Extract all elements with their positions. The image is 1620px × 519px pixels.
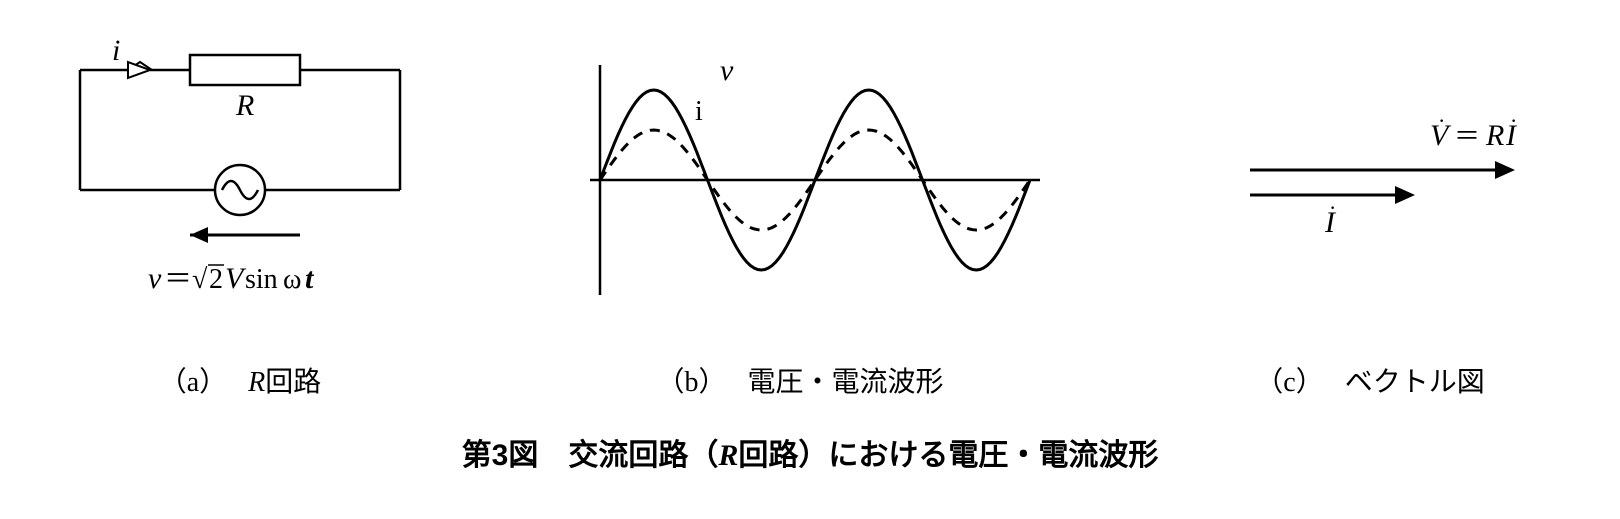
label-R: R (1485, 119, 1504, 152)
sub-b-text: 電圧・電流波形 (748, 367, 944, 398)
formula-2: 2 (209, 264, 223, 295)
label-v: v (720, 54, 734, 87)
v-vector-arrowhead-icon (1495, 161, 1515, 179)
vector-svg: V · ＝ R I · I · (1160, 10, 1580, 330)
i-vector-arrowhead-icon (1395, 186, 1415, 204)
label-Vdot-dot: · (1438, 108, 1445, 133)
caption-suffix: 回路）における電圧・電流波形 (738, 439, 1158, 472)
sub-label-b: （b） 電圧・電流波形 (520, 360, 1080, 400)
sub-c-paren: （c） (1255, 367, 1323, 398)
formula-eq: ＝ (164, 264, 192, 295)
voltage-arrowhead-icon (190, 227, 208, 243)
label-R: R (235, 89, 254, 122)
caption-prefix: 第3図 交流回路（ (462, 439, 719, 472)
sub-c-text: ベクトル図 (1345, 367, 1485, 398)
panel-b: v i (520, 10, 1080, 330)
main-caption: 第3図 交流回路（R回路）における電圧・電流波形 (0, 430, 1620, 474)
formula-sqrt: √ (192, 264, 208, 295)
sub-a-paren: （a） (159, 367, 227, 398)
figure-container: i (0, 0, 1620, 519)
circuit-svg: i (40, 10, 440, 330)
sub-a-circuit: 回路 (265, 367, 321, 398)
formula-v: v ＝ √ 2 V sin ω t (148, 262, 315, 295)
panels-row: i (0, 0, 1620, 330)
panel-a: i (40, 10, 440, 330)
label-I-below: I · (1324, 195, 1337, 239)
label-Idot-eq-dot: · (1510, 108, 1517, 133)
panel-c: V · ＝ R I · I · (1160, 10, 1580, 330)
sub-label-c: （c） ベクトル図 (1160, 360, 1580, 400)
current-arrowhead-icon (128, 62, 150, 78)
sub-a-R: R (248, 367, 265, 398)
formula-V-RI: V · ＝ R I · (1430, 108, 1518, 152)
sub-b-paren: （b） (656, 367, 726, 398)
caption-R: R (718, 439, 738, 472)
formula-sin: sin (245, 264, 278, 295)
formula-omega: ω (283, 264, 301, 295)
formula-V: V (225, 262, 247, 295)
label-i: i (112, 34, 120, 67)
sub-label-a: （a） R回路 (40, 360, 440, 400)
label-eq: ＝ (1454, 122, 1480, 151)
label-Idot-dot: · (1329, 195, 1336, 220)
formula-t: t (305, 262, 315, 295)
formula-v-sym: v (148, 262, 162, 295)
resistor-icon (190, 55, 300, 85)
waveform-svg: v i (520, 10, 1080, 330)
sub-labels-row: （a） R回路 （b） 電圧・電流波形 （c） ベクトル図 (0, 360, 1620, 400)
label-i: i (695, 96, 703, 127)
